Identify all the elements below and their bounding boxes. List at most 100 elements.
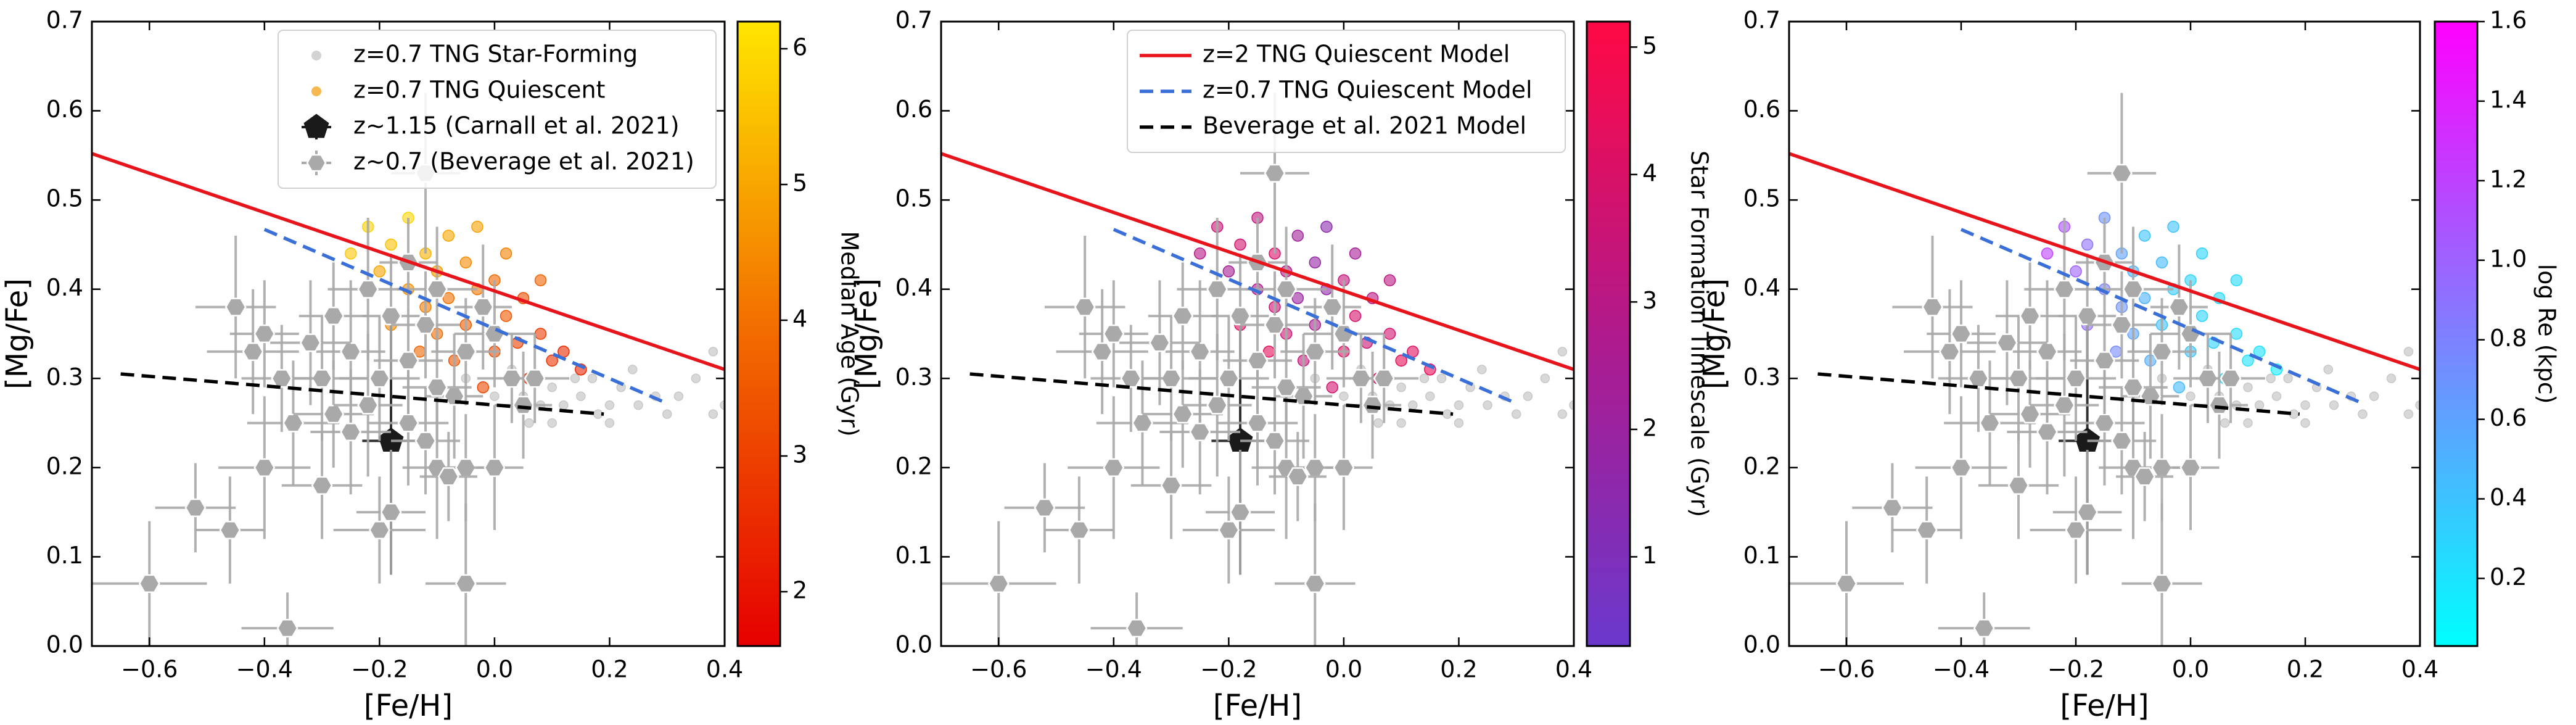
- y-tick-label: 0.4: [46, 274, 83, 301]
- legend-label: z=2 TNG Quiescent Model: [1203, 41, 1510, 68]
- colored-point: [373, 265, 386, 278]
- colored-point: [2195, 247, 2208, 260]
- y-tick-label: 0.0: [895, 631, 932, 658]
- point: [662, 409, 672, 419]
- hexagon-marker: [276, 618, 298, 638]
- plot-area: [1789, 93, 2420, 646]
- hexagon-marker: [1321, 297, 1343, 317]
- point: [673, 391, 684, 401]
- hexagon-marker: [1275, 280, 1298, 299]
- hexagon-marker: [340, 342, 362, 362]
- colored-point: [2155, 256, 2168, 269]
- point: [1523, 391, 1533, 401]
- hexagon-marker: [2220, 369, 2242, 388]
- hexagon-marker: [1206, 280, 1228, 299]
- point: [570, 373, 580, 384]
- hexagon-marker: [2094, 413, 2115, 433]
- x-tick-label: 0.0: [476, 656, 513, 683]
- hexagon-marker: [2179, 458, 2202, 477]
- model-line: [1960, 228, 2364, 405]
- hexagon-marker: [1304, 342, 1326, 362]
- hexagon-marker: [1074, 297, 1096, 317]
- x-axis-label: [Fe/H]: [2060, 689, 2149, 723]
- point: [2329, 400, 2339, 410]
- legend-label: z~1.15 (Carnall et al. 2021): [353, 112, 680, 139]
- colorbar-tick-label: 3: [1642, 287, 1657, 314]
- colorbar-label: Star Formation Timescale (Gyr): [1686, 151, 1713, 517]
- hexagon-marker: [2036, 342, 2058, 362]
- x-tick-label: 0.4: [706, 656, 743, 683]
- colorbar-tick-label: 0.6: [2490, 404, 2527, 431]
- hexagon-marker: [426, 280, 448, 299]
- colored-point: [459, 256, 472, 269]
- point: [2358, 409, 2368, 419]
- colored-point: [2138, 230, 2151, 242]
- point: [1373, 418, 1383, 428]
- point: [2300, 400, 2310, 410]
- point: [524, 418, 534, 428]
- hexagon-marker: [1304, 574, 1326, 593]
- hexagon-marker: [368, 520, 390, 540]
- legend-box: [1127, 30, 1566, 153]
- hexagon-marker: [2076, 306, 2099, 326]
- hexagon-marker: [1103, 324, 1125, 344]
- point: [547, 382, 557, 392]
- hexagon-marker: [253, 458, 276, 477]
- point: [2243, 382, 2253, 392]
- hexagon-marker: [1264, 164, 1286, 183]
- point: [691, 373, 701, 384]
- hexagon-marker: [2122, 378, 2144, 397]
- point: [1511, 409, 1521, 419]
- colorbar-tick-label: 4: [792, 305, 807, 333]
- point: [708, 409, 718, 419]
- hexagon-marker: [472, 297, 494, 317]
- hexagon-marker: [2065, 369, 2087, 388]
- colored-point: [1383, 328, 1396, 340]
- plot-area: [941, 93, 1574, 646]
- colored-point: [1222, 265, 1235, 278]
- colored-point: [2195, 310, 2208, 322]
- hexagon-marker: [1922, 297, 1943, 317]
- x-tick-label: 0.4: [1555, 656, 1592, 683]
- point: [587, 373, 598, 384]
- x-axis-label: [Fe/H]: [1213, 689, 1302, 723]
- point: [708, 347, 718, 357]
- hexagon-marker: [987, 574, 1010, 593]
- colorbar-tick-label: 1.2: [2490, 165, 2527, 193]
- hexagon-marker: [1996, 333, 2018, 352]
- hexagon-marker: [1229, 306, 1251, 326]
- hexagon-marker: [524, 369, 546, 388]
- hexagon-marker: [2007, 476, 2030, 495]
- point: [1408, 400, 1418, 410]
- colorbar-tick-label: 4: [1642, 159, 1657, 186]
- hexagon-marker: [484, 324, 506, 344]
- colorbar: [2434, 20, 2479, 647]
- point: [720, 400, 725, 410]
- hexagon-marker: [323, 306, 345, 326]
- model-line: [1789, 152, 2420, 371]
- hexagon-marker: [323, 405, 345, 424]
- colored-point: [477, 381, 490, 394]
- point: [1454, 400, 1464, 410]
- y-axis-label: [Mg/Fe]: [849, 278, 884, 389]
- point: [2323, 365, 2333, 375]
- x-tick-label: −0.4: [236, 656, 293, 683]
- point: [2220, 418, 2230, 428]
- hexagon-marker: [299, 333, 321, 352]
- hexagon-marker: [2065, 520, 2087, 540]
- y-tick-label: 0.0: [1743, 631, 1780, 658]
- colored-point: [2081, 238, 2094, 251]
- hexagon-marker: [2053, 396, 2075, 415]
- point: [2369, 391, 2379, 401]
- point: [1396, 382, 1406, 392]
- colored-point: [1309, 256, 1322, 269]
- colored-point: [1326, 381, 1339, 394]
- hexagon-marker: [1125, 618, 1148, 638]
- y-tick-label: 0.2: [1743, 452, 1780, 479]
- hexagon-marker: [1916, 520, 1938, 540]
- y-tick-label: 0.7: [895, 7, 932, 34]
- point: [1569, 400, 1574, 410]
- point: [604, 400, 615, 410]
